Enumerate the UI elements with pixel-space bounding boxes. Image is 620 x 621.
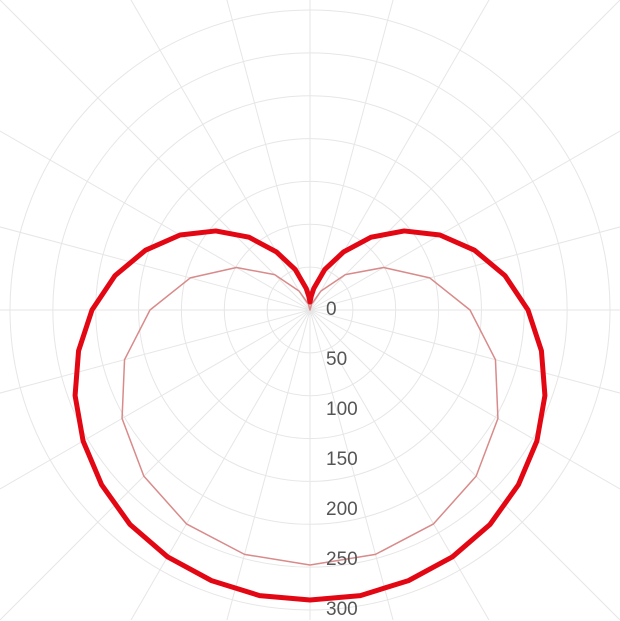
radial-tick-label: 50 — [326, 349, 347, 371]
radial-tick-label: 100 — [326, 399, 358, 421]
radial-tick-label: 150 — [326, 449, 358, 471]
radial-tick-label: 250 — [326, 549, 358, 571]
chart-canvas — [0, 0, 620, 620]
radial-tick-label: 300 — [326, 599, 358, 621]
radial-tick-label: 0 — [326, 299, 337, 321]
polar-chart: 0 50 100 150 200 250 300 — [0, 0, 620, 620]
radial-tick-label: 200 — [326, 499, 358, 521]
